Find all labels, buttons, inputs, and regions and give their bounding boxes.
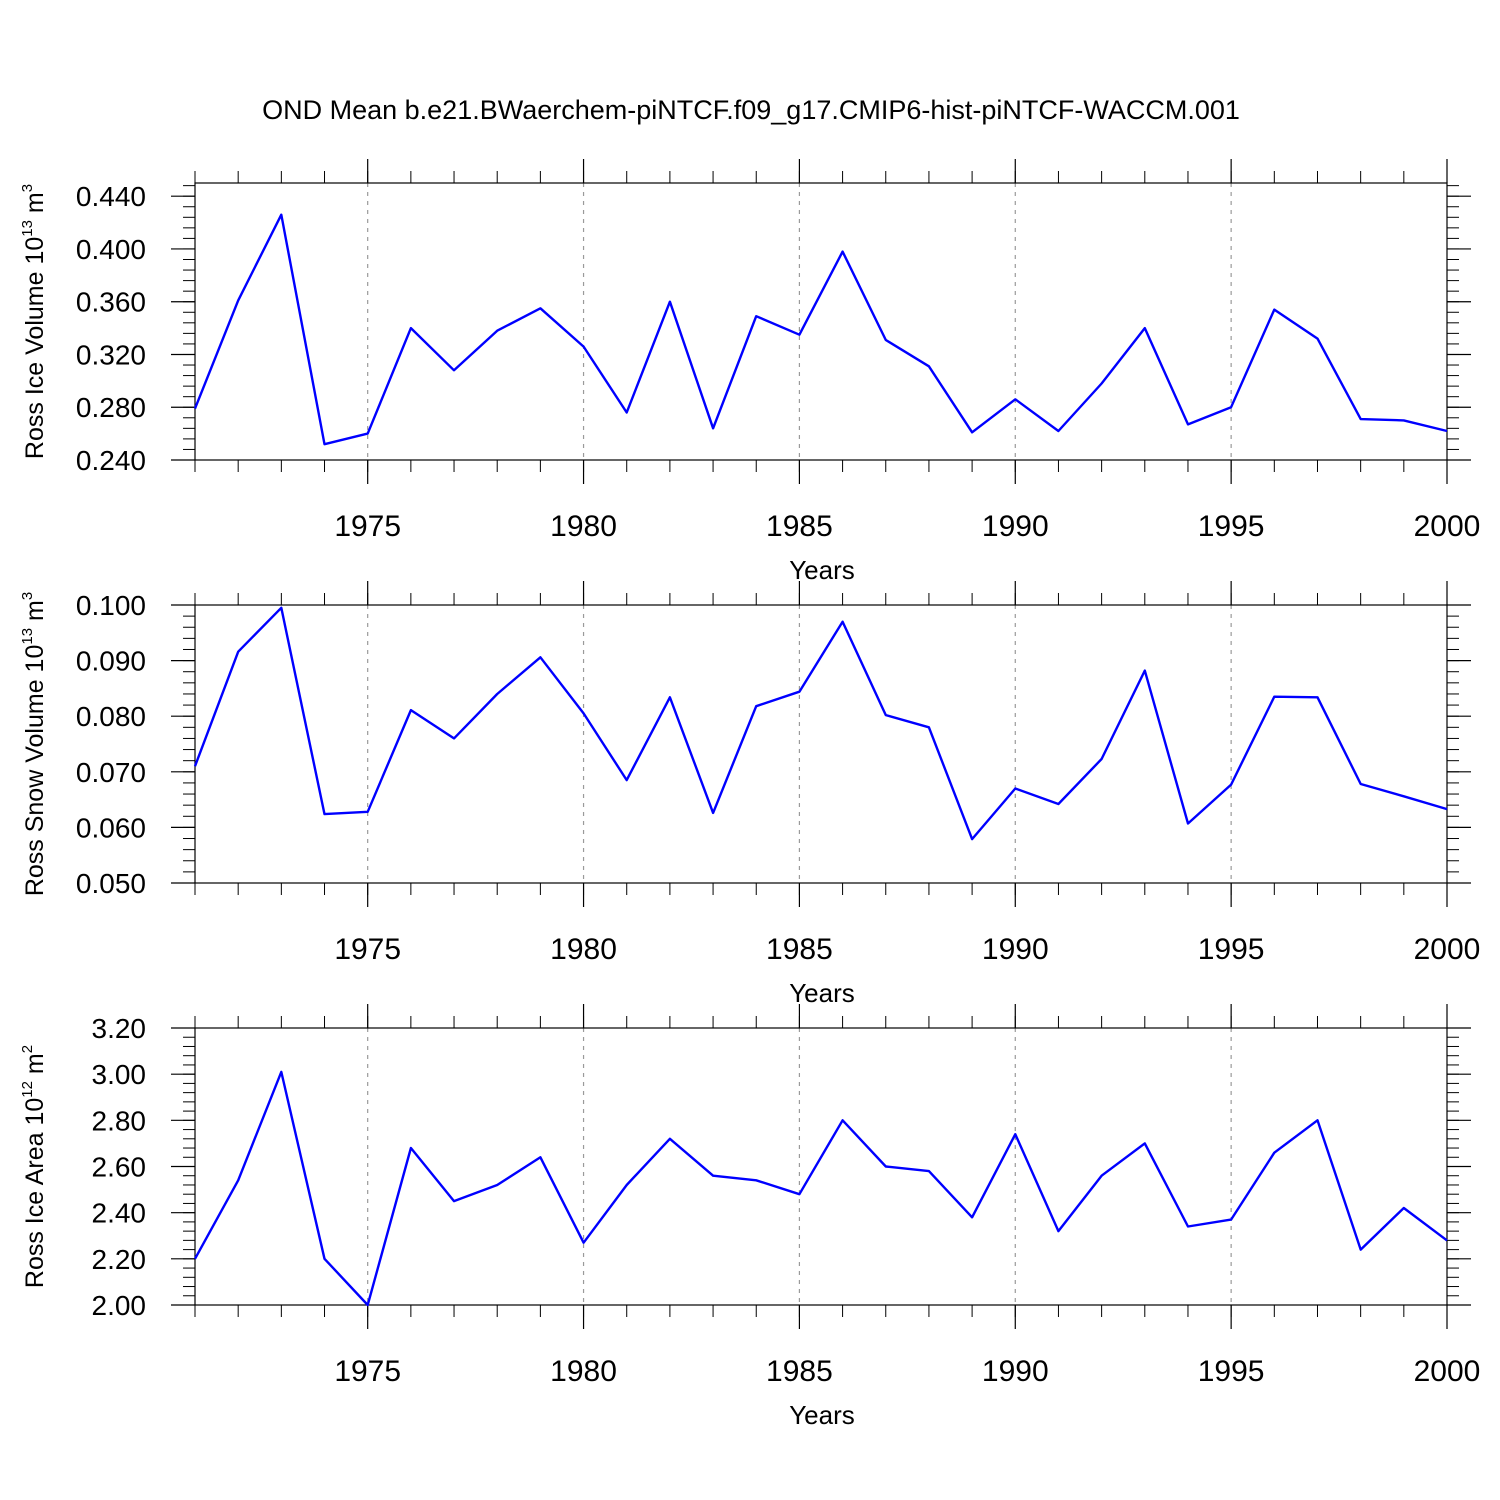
- chart-title: OND Mean b.e21.BWaerchem-piNTCF.f09_g17.…: [262, 95, 1240, 125]
- x-tick-label: 1995: [1198, 933, 1265, 966]
- x-tick-label: 2000: [1414, 1355, 1481, 1388]
- x-tick-label: 2000: [1414, 510, 1481, 543]
- y-axis-label-text: Ross Ice Volume 10: [21, 237, 49, 459]
- y-axis-label-unit-exponent: 3: [19, 184, 36, 192]
- y-axis-label-unit: m: [21, 1053, 49, 1081]
- y-tick-label: 2.00: [92, 1290, 147, 1321]
- x-tick-label: 1975: [334, 1355, 401, 1388]
- y-tick-label: 0.050: [76, 868, 146, 899]
- x-tick-label: 1985: [766, 933, 833, 966]
- y-axis-label-exponent: 13: [19, 220, 36, 237]
- y-tick-label: 0.240: [76, 445, 146, 476]
- y-tick-label: 0.100: [76, 590, 146, 621]
- x-tick-label: 2000: [1414, 933, 1481, 966]
- y-tick-label: 0.070: [76, 757, 146, 788]
- x-axis-label: Years: [789, 1400, 855, 1430]
- y-tick-label: 3.00: [92, 1059, 147, 1090]
- y-tick-label: 2.60: [92, 1152, 147, 1183]
- y-tick-label: 2.80: [92, 1105, 147, 1136]
- x-tick-label: 1985: [766, 1355, 833, 1388]
- y-tick-label: 0.080: [76, 701, 146, 732]
- y-tick-label: 2.20: [92, 1244, 147, 1275]
- x-tick-label: 1980: [550, 510, 617, 543]
- x-tick-label: 1995: [1198, 510, 1265, 543]
- y-axis-label: Ross Ice Area 1012 m2: [19, 1045, 49, 1288]
- y-tick-label: 0.400: [76, 234, 146, 265]
- series-line: [193, 213, 1448, 446]
- x-axis-label: Years: [789, 555, 855, 585]
- x-tick-label: 1980: [550, 1355, 617, 1388]
- panel-3: 1975 1980 1985 1990 1995 2000 Years 2.00 2.20 2.4…: [19, 1004, 1480, 1430]
- x-tick-label: 1990: [982, 1355, 1049, 1388]
- x-tick-label: 1990: [982, 933, 1049, 966]
- x-tick-label: 1985: [766, 510, 833, 543]
- x-tick-label: 1995: [1198, 1355, 1265, 1388]
- x-tick-label: 1975: [334, 933, 401, 966]
- panel-1: 1975 1980 1985 1990 1995 2000 Years 0.240 0.280 0…: [19, 159, 1480, 585]
- series-line: [193, 606, 1448, 841]
- x-tick-label: 1990: [982, 510, 1049, 543]
- series-line: [193, 1070, 1448, 1307]
- plot-frame: [194, 604, 1448, 884]
- y-tick-label: 0.440: [76, 181, 146, 212]
- y-axis-label-text: Ross Snow Volume 10: [21, 645, 49, 897]
- x-tick-label: 1975: [334, 510, 401, 543]
- y-tick-label: 2.40: [92, 1198, 147, 1229]
- y-axis-label-exponent: 13: [19, 628, 36, 645]
- y-tick-label: 0.320: [76, 339, 146, 370]
- plot-frame: [194, 182, 1448, 461]
- y-axis-label-unit: m: [21, 192, 49, 220]
- x-tick-label: 1980: [550, 933, 617, 966]
- panel-2: 1975 1980 1985 1990 1995 2000 Years 0.050 0.060 0…: [19, 581, 1480, 1008]
- y-axis-label-unit-exponent: 3: [19, 592, 36, 600]
- y-axis-label-text: Ross Ice Area 10: [21, 1098, 49, 1288]
- y-axis-label-unit-exponent: 2: [19, 1045, 36, 1053]
- y-tick-label: 0.280: [76, 392, 146, 423]
- y-axis-label-exponent: 12: [19, 1081, 36, 1098]
- y-axis-label: Ross Ice Volume 1013 m3: [19, 184, 49, 459]
- y-axis-label-unit: m: [21, 600, 49, 628]
- x-axis-label: Years: [789, 978, 855, 1008]
- y-tick-label: 3.20: [92, 1013, 147, 1044]
- y-tick-label: 0.060: [76, 812, 146, 843]
- y-tick-label: 0.360: [76, 287, 146, 318]
- y-tick-label: 0.090: [76, 646, 146, 677]
- panels: 1975 1980 1985 1990 1995 2000 Years 0.240 0.280 0…: [19, 159, 1480, 1430]
- plot-frame: [194, 1027, 1448, 1306]
- y-axis-label: Ross Snow Volume 1013 m3: [19, 592, 49, 896]
